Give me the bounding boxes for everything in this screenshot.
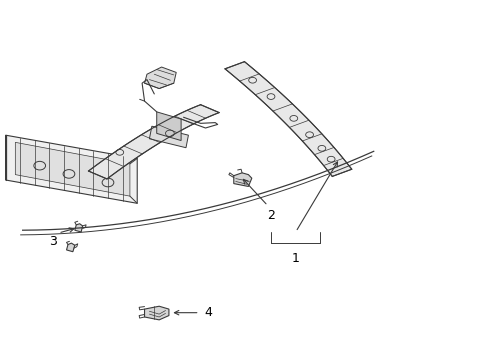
Text: 2: 2 — [267, 209, 275, 222]
Polygon shape — [5, 135, 137, 203]
Polygon shape — [157, 112, 181, 140]
Polygon shape — [224, 62, 351, 176]
Polygon shape — [144, 67, 176, 89]
Text: 4: 4 — [204, 306, 212, 319]
Polygon shape — [144, 306, 168, 320]
Polygon shape — [15, 142, 130, 196]
Text: 3: 3 — [49, 234, 57, 248]
Polygon shape — [66, 243, 75, 252]
Polygon shape — [233, 173, 251, 186]
Text: 1: 1 — [291, 252, 299, 265]
Polygon shape — [75, 224, 82, 232]
Polygon shape — [149, 126, 188, 148]
Polygon shape — [88, 105, 219, 179]
